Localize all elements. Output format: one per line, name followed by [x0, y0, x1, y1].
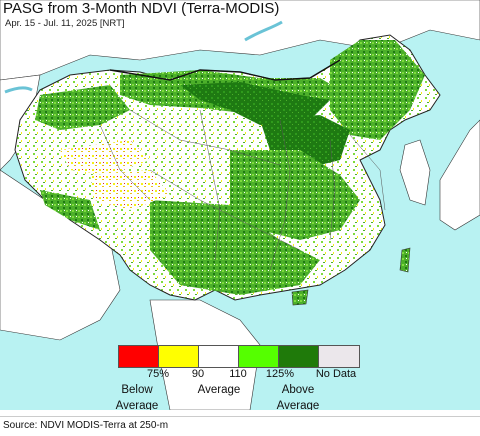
- legend-bar: [118, 345, 360, 368]
- legend-tick-no-data: No Data: [315, 368, 357, 380]
- zone-xinjiang-green: [35, 85, 130, 130]
- zone-xinjiang-yellow: [60, 140, 150, 175]
- land-korea: [399, 139, 431, 206]
- legend-tick-90: 90: [191, 368, 205, 380]
- mongolia-border: [109, 59, 341, 81]
- map-title: PASG from 3-Month NDVI (Terra-MODIS): [3, 0, 280, 17]
- legend-below-average: Below Average: [115, 384, 159, 410]
- legend-tick-75: 75%: [146, 368, 170, 380]
- land-japan: [439, 119, 480, 231]
- lake-balkhash: [4, 86, 33, 94]
- legend-swatch-no-data: [319, 346, 359, 367]
- province-boundaries: [99, 109, 386, 271]
- lake-baikal: [244, 20, 283, 42]
- legend-swatch-above-125: [279, 346, 319, 367]
- legend-tick-110: 110: [229, 368, 247, 380]
- footer: Source: NDVI MODIS-Terra at 250-m: [0, 416, 480, 436]
- zone-inner-mongolia-dark: [180, 82, 330, 125]
- legend-tick-125: 125%: [265, 368, 295, 380]
- zone-central-green: [230, 150, 360, 240]
- source-text: Source: NDVI MODIS-Terra at 250-m: [3, 420, 169, 431]
- legend-average: Average: [197, 384, 241, 396]
- map-subtitle: Apr. 15 - Jul. 11, 2025 [NRT]: [5, 18, 125, 29]
- map-panel: PASG from 3-Month NDVI (Terra-MODIS) Apr…: [0, 0, 480, 410]
- legend-swatch-75-90: [159, 346, 199, 367]
- legend-swatch-90-110: [199, 346, 239, 367]
- zone-northeast-green: [330, 40, 425, 140]
- legend-swatch-below-75: [119, 346, 159, 367]
- ndvi-map: [0, 0, 480, 410]
- legend-swatch-110-125: [239, 346, 279, 367]
- land-hainan: [291, 289, 309, 306]
- legend-above-average: Above Average: [276, 384, 320, 410]
- land-taiwan: [399, 247, 411, 273]
- zone-south-green: [150, 200, 320, 295]
- zone-west-green-patch: [40, 190, 100, 230]
